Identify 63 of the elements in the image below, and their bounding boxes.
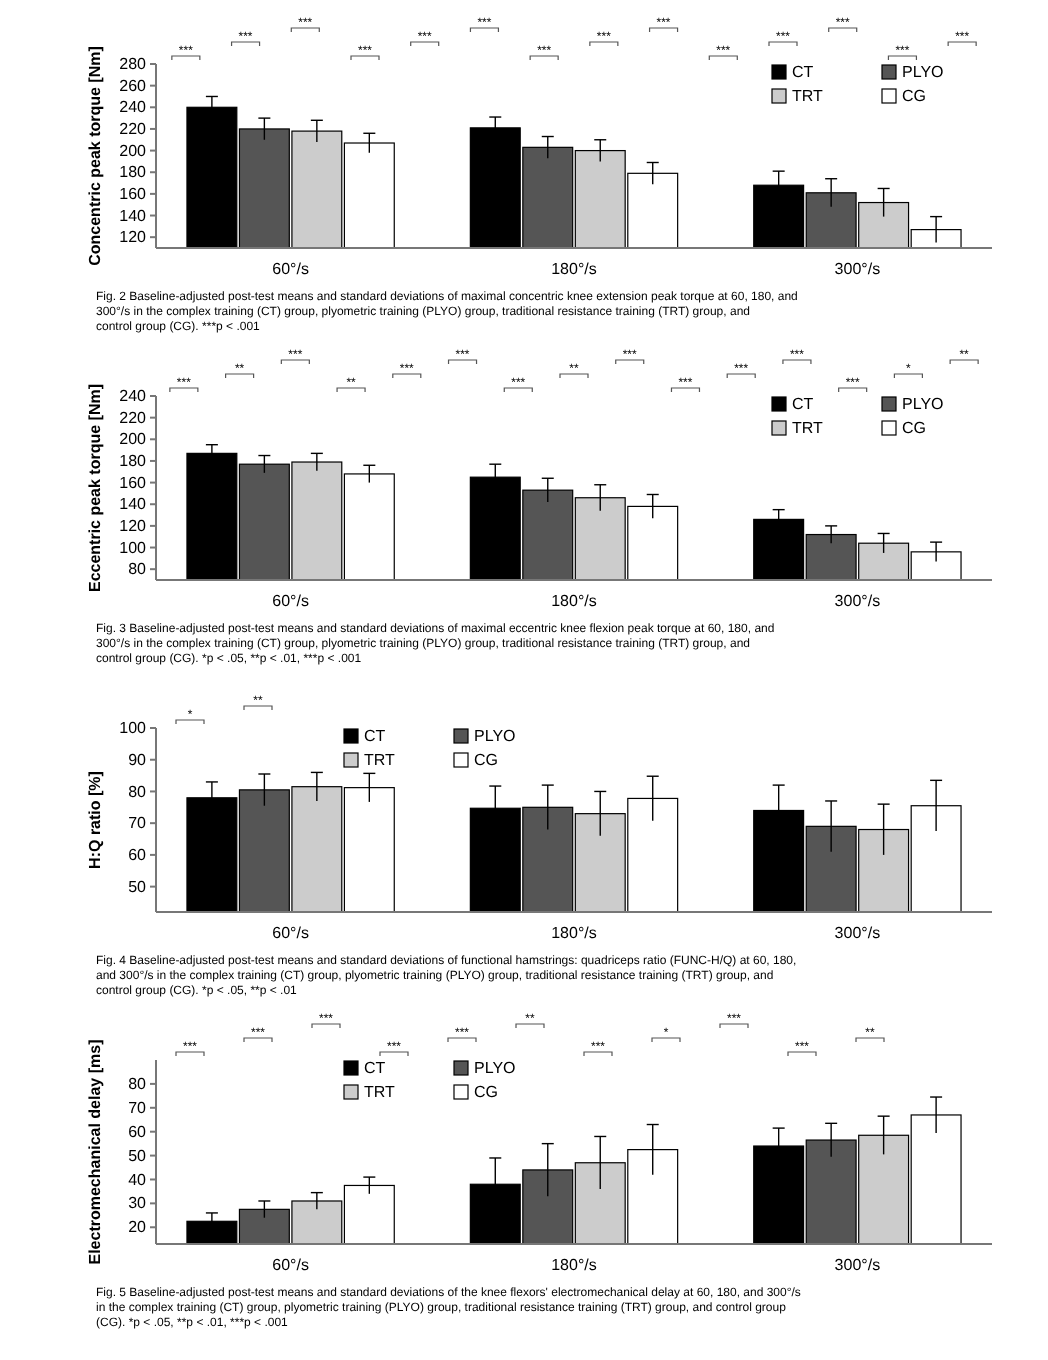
y-tick-label: 80 — [128, 560, 148, 579]
legend-label: TRT — [364, 751, 396, 770]
legend-label: TRT — [792, 419, 824, 438]
y-tick-label: 100 — [119, 719, 148, 738]
legend-label: PLYO — [474, 727, 516, 746]
y-tick-label: 240 — [119, 98, 148, 117]
legend-label: CG — [902, 419, 926, 438]
y-tick-label: 100 — [119, 538, 148, 557]
legend-label: CT — [792, 63, 814, 82]
legend-label: PLYO — [902, 395, 944, 414]
legend-label: PLYO — [902, 63, 944, 82]
x-tick-label: 60°/s — [272, 924, 309, 942]
legend-label: TRT — [792, 87, 824, 106]
x-tick-label: 60°/s — [272, 260, 309, 278]
y-tick-label: 280 — [119, 55, 148, 74]
y-axis-title: Concentric peak torque [Nm] — [86, 45, 104, 266]
y-tick-label: 70 — [128, 814, 148, 833]
x-tick-label: 180°/s — [551, 260, 597, 278]
y-tick-label: 70 — [128, 1098, 148, 1117]
y-tick-label: 240 — [119, 387, 148, 406]
y-axis-title: Electromechanical delay [ms] — [86, 1038, 104, 1265]
y-tick-label: 160 — [119, 185, 148, 203]
y-tick-label: 200 — [119, 141, 148, 160]
y-tick-label: 60 — [128, 1122, 148, 1141]
y-tick-label: 220 — [119, 408, 148, 427]
legend-label: TRT — [364, 1083, 396, 1102]
y-tick-label: 120 — [119, 517, 148, 535]
x-tick-label: 300°/s — [834, 924, 881, 942]
y-tick-label: 50 — [128, 1146, 148, 1165]
x-tick-label: 60°/s — [272, 1256, 309, 1274]
y-tick-label: 40 — [128, 1170, 148, 1189]
legend-label: CG — [474, 1083, 498, 1102]
y-tick-label: 20 — [128, 1218, 148, 1237]
legend-label: CT — [364, 1059, 386, 1078]
y-tick-label: 80 — [128, 782, 148, 801]
x-tick-label: 180°/s — [551, 592, 597, 610]
y-tick-label: 200 — [119, 430, 148, 449]
x-tick-label: 300°/s — [834, 260, 881, 278]
y-tick-label: 180 — [119, 452, 148, 471]
y-tick-label: 90 — [128, 750, 148, 769]
x-tick-label: 300°/s — [834, 592, 881, 610]
y-tick-label: 50 — [128, 877, 148, 896]
y-tick-label: 30 — [128, 1194, 148, 1213]
y-tick-label: 220 — [119, 120, 148, 139]
legend-label: CT — [364, 727, 386, 746]
x-tick-label: 300°/s — [834, 1256, 881, 1274]
y-tick-label: 60 — [128, 846, 148, 865]
y-tick-label: 140 — [119, 206, 148, 225]
y-axis-title: Eccentric peak torque [Nm] — [86, 383, 104, 593]
y-tick-label: 140 — [119, 495, 148, 514]
y-tick-label: 260 — [119, 76, 148, 95]
legend-label: PLYO — [474, 1059, 516, 1078]
x-tick-label: 60°/s — [272, 592, 309, 610]
legend-label: CT — [792, 395, 814, 414]
y-tick-label: 160 — [119, 473, 148, 492]
legend-label: CG — [902, 87, 926, 106]
y-axis-title: H:Q ratio [%] — [86, 770, 104, 869]
y-tick-label: 80 — [128, 1075, 148, 1094]
y-tick-label: 180 — [119, 163, 148, 182]
y-tick-label: 120 — [119, 228, 148, 247]
x-tick-label: 180°/s — [551, 1256, 597, 1274]
legend-label: CG — [474, 751, 498, 770]
x-tick-label: 180°/s — [551, 924, 597, 942]
